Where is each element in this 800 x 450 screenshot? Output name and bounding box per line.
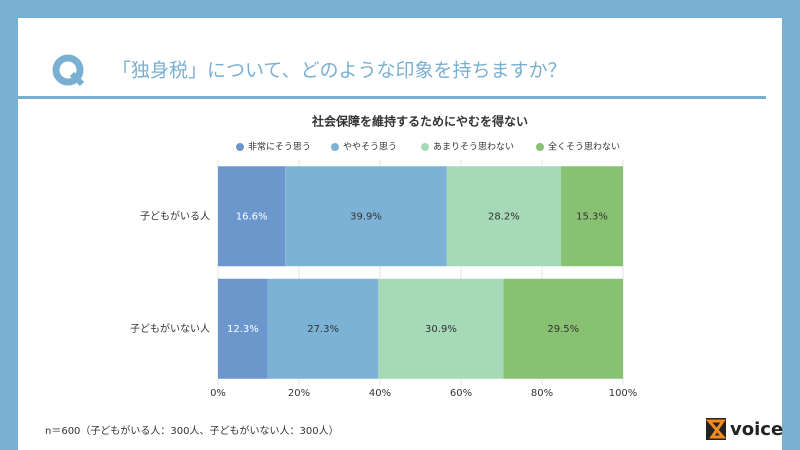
bar-segment	[218, 278, 268, 379]
bar-segment	[267, 278, 379, 379]
brand: voice	[730, 419, 783, 440]
x-tick-label: 100%	[609, 388, 638, 399]
bar-segment	[503, 278, 623, 379]
data-label: 29.5%	[547, 324, 579, 335]
legend-swatch	[236, 143, 244, 151]
data-label: 16.6%	[236, 211, 268, 222]
brand-logo-z	[705, 419, 727, 439]
legend-swatch	[536, 143, 544, 151]
legend-label: あまりそう思わない	[433, 142, 514, 153]
data-label: 15.3%	[576, 211, 608, 222]
legend-label: ややそう思う	[343, 142, 397, 153]
legend-swatch	[421, 143, 429, 151]
legend-label: 全くそう思わない	[548, 141, 620, 153]
plot: 0% 20% 40% 60% 80% 100% 非常にそう思う ややそう思う あまりそう思わない…	[130, 141, 637, 400]
y-tick-label: 子どもがいない人	[130, 322, 210, 335]
q-icon-tail	[69, 71, 85, 87]
data-label: 30.9%	[425, 324, 457, 335]
x-tick-label: 0%	[210, 388, 226, 399]
data-label: 12.3%	[227, 324, 259, 335]
q-icon	[52, 54, 84, 86]
bar-segment	[218, 166, 286, 267]
y-tick-label: 子どもがいる人	[140, 209, 210, 222]
bar-segment	[446, 166, 562, 267]
bar-segment	[378, 278, 504, 379]
x-tick-label: 40%	[369, 388, 391, 399]
question: 「独身税」について、どのような印象を持ちますか？	[112, 60, 566, 82]
x-tick-label: 20%	[288, 388, 310, 399]
bar-segment	[561, 166, 623, 267]
x-tick-label: 60%	[450, 388, 472, 399]
data-label: 28.2%	[488, 211, 520, 222]
data-label: 39.9%	[350, 211, 382, 222]
legend-swatch	[331, 143, 339, 151]
legend-label: 非常にそう思う	[248, 141, 311, 153]
divider	[18, 96, 766, 99]
footnote: n＝600（子どもがいる人：300人、子どもがいない人：300人）	[45, 424, 339, 437]
data-label: 27.3%	[307, 324, 339, 335]
x-tick-label: 80%	[531, 388, 553, 399]
chart-title: 社会保障を維持するためにやむを得ない	[311, 114, 528, 129]
bar-segment	[285, 166, 447, 267]
